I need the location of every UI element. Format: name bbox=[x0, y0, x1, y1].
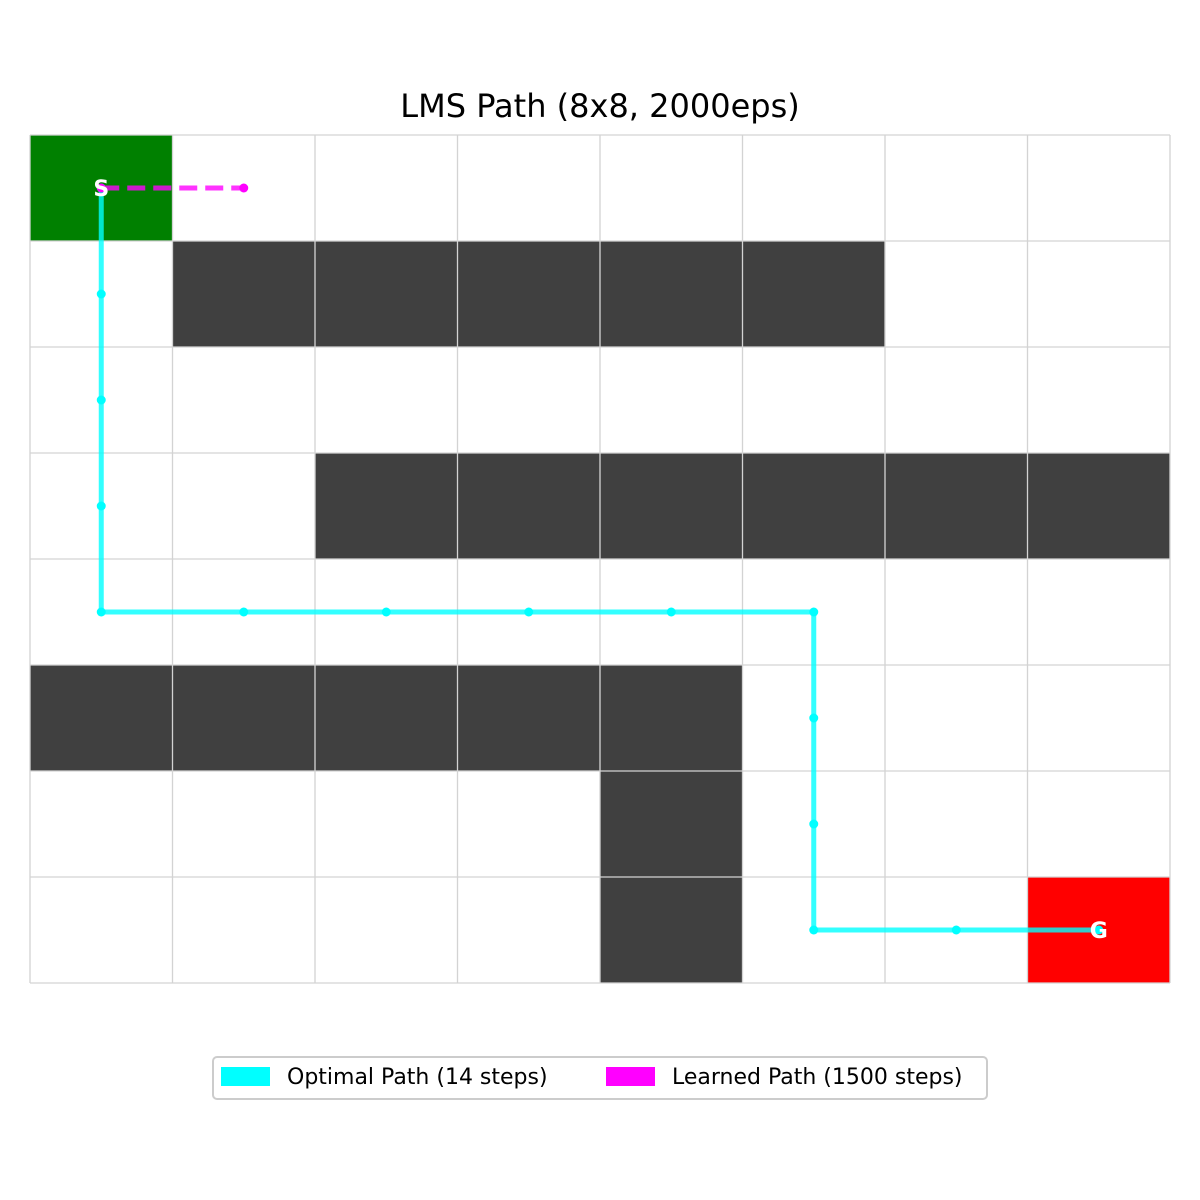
cell-wall bbox=[315, 453, 458, 559]
cell-empty bbox=[30, 877, 173, 983]
cell-wall bbox=[600, 665, 743, 771]
learned-path-point bbox=[96, 183, 106, 193]
cell-empty bbox=[885, 135, 1028, 241]
cell-empty bbox=[1027, 347, 1170, 453]
optimal-path-point bbox=[666, 607, 676, 617]
optimal-path-point bbox=[809, 713, 819, 723]
cell-empty bbox=[457, 771, 600, 877]
cell-empty bbox=[457, 135, 600, 241]
cell-empty bbox=[1027, 241, 1170, 347]
cell-empty bbox=[1027, 771, 1170, 877]
legend-label-learned: Learned Path (1500 steps) bbox=[672, 1065, 963, 1090]
cell-wall bbox=[742, 241, 885, 347]
cell-empty bbox=[885, 559, 1028, 665]
chart-title: LMS Path (8x8, 2000eps) bbox=[400, 87, 799, 125]
cell-empty bbox=[600, 347, 743, 453]
legend: Optimal Path (14 steps) Learned Path (15… bbox=[212, 1056, 988, 1100]
learned-path-point bbox=[239, 183, 249, 193]
cell-wall bbox=[600, 453, 743, 559]
legend-swatch-learned bbox=[606, 1067, 655, 1086]
cell-empty bbox=[457, 347, 600, 453]
optimal-path-point bbox=[239, 607, 249, 617]
cell-empty bbox=[1027, 665, 1170, 771]
cell-empty bbox=[315, 771, 458, 877]
optimal-path-point bbox=[96, 289, 106, 299]
cell-wall bbox=[885, 453, 1028, 559]
cell-empty bbox=[315, 347, 458, 453]
optimal-path-point bbox=[809, 925, 819, 935]
legend-label-optimal: Optimal Path (14 steps) bbox=[287, 1065, 548, 1090]
cell-wall bbox=[1027, 453, 1170, 559]
grid-lines bbox=[29, 134, 1171, 984]
optimal-path-point bbox=[524, 607, 534, 617]
cell-empty bbox=[1027, 135, 1170, 241]
cell-empty bbox=[885, 241, 1028, 347]
optimal-path-point bbox=[809, 819, 819, 829]
cell-wall bbox=[457, 453, 600, 559]
cell-wall bbox=[172, 241, 315, 347]
cell-wall bbox=[600, 771, 743, 877]
cell-wall bbox=[30, 665, 173, 771]
cell-empty bbox=[885, 347, 1028, 453]
cell-wall bbox=[457, 665, 600, 771]
cell-empty bbox=[172, 453, 315, 559]
optimal-path-point bbox=[96, 607, 106, 617]
legend-frame bbox=[212, 1056, 988, 1100]
goal-label: G bbox=[1090, 919, 1108, 944]
optimal-path-point bbox=[951, 925, 961, 935]
optimal-path-point bbox=[381, 607, 391, 617]
legend-swatch-optimal bbox=[221, 1067, 270, 1086]
cell-empty bbox=[172, 771, 315, 877]
cell-empty bbox=[742, 347, 885, 453]
cell-empty bbox=[885, 665, 1028, 771]
cell-wall bbox=[742, 453, 885, 559]
start-label: S bbox=[93, 177, 109, 202]
cell-empty bbox=[885, 771, 1028, 877]
cell-wall bbox=[457, 241, 600, 347]
cell-wall bbox=[315, 665, 458, 771]
cell-empty bbox=[172, 877, 315, 983]
cell-empty bbox=[742, 135, 885, 241]
cell-wall bbox=[172, 665, 315, 771]
cell-empty bbox=[1027, 559, 1170, 665]
cell-empty bbox=[457, 877, 600, 983]
cell-wall bbox=[600, 877, 743, 983]
cell-wall bbox=[600, 241, 743, 347]
grid-cells bbox=[30, 135, 1170, 983]
optimal-path-point bbox=[96, 501, 106, 511]
optimal-path-point bbox=[809, 607, 819, 617]
optimal-path-point bbox=[1094, 925, 1104, 935]
optimal-path-point bbox=[96, 395, 106, 405]
paths-layer bbox=[96, 183, 1104, 935]
cell-empty bbox=[30, 771, 173, 877]
cell-empty bbox=[315, 135, 458, 241]
cell-wall bbox=[315, 241, 458, 347]
cell-empty bbox=[315, 877, 458, 983]
cell-empty bbox=[600, 135, 743, 241]
cell-empty bbox=[172, 347, 315, 453]
